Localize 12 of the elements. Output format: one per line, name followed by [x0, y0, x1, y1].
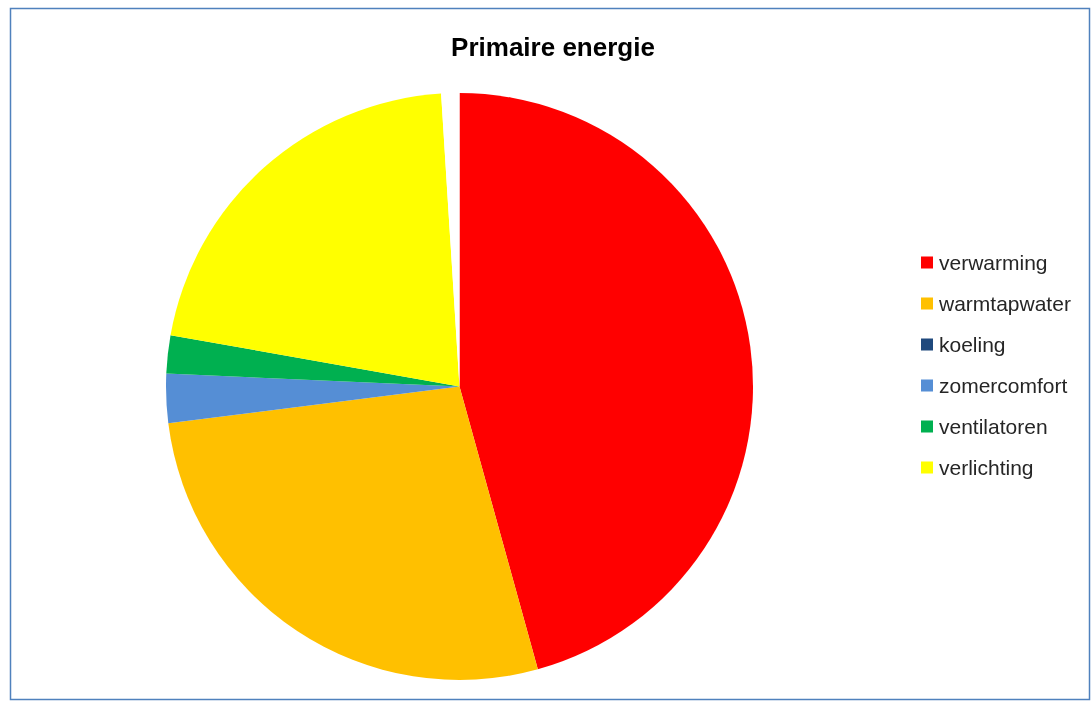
- pie-slice: [170, 93, 460, 387]
- pie-slice: [441, 93, 460, 387]
- legend-label: ventilatoren: [939, 414, 1048, 438]
- chart-title: Primaire energie: [451, 32, 655, 63]
- legend-label: verwarming: [939, 250, 1048, 274]
- pie-slice: [168, 386, 538, 680]
- pie-slice: [459, 93, 753, 670]
- legend-label: verlichting: [939, 455, 1034, 479]
- pie-slice: [166, 373, 460, 424]
- legend-label: zomercomfort: [939, 373, 1068, 397]
- legend-label: koeling: [939, 332, 1006, 356]
- legend-label: warmtapwater: [938, 291, 1071, 315]
